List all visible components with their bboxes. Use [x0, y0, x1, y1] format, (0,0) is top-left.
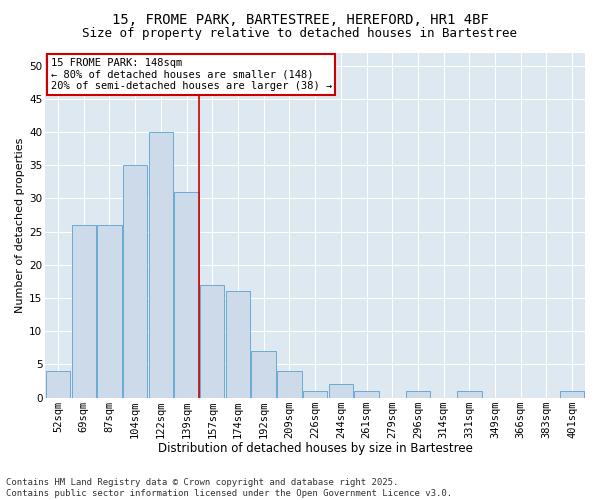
Bar [175, 192, 199, 398]
Bar [71, 225, 96, 398]
Bar [354, 391, 379, 398]
Bar [200, 284, 224, 398]
Bar [251, 351, 276, 398]
Bar [457, 391, 482, 398]
Bar [226, 292, 250, 398]
Bar [46, 371, 70, 398]
Text: Contains HM Land Registry data © Crown copyright and database right 2025.
Contai: Contains HM Land Registry data © Crown c… [6, 478, 452, 498]
Bar [277, 371, 302, 398]
Bar [329, 384, 353, 398]
Bar [149, 132, 173, 398]
Bar [123, 166, 148, 398]
Bar [560, 391, 584, 398]
Bar [406, 391, 430, 398]
Bar [303, 391, 328, 398]
Bar [97, 225, 122, 398]
Text: 15 FROME PARK: 148sqm
← 80% of detached houses are smaller (148)
20% of semi-det: 15 FROME PARK: 148sqm ← 80% of detached … [50, 58, 332, 91]
X-axis label: Distribution of detached houses by size in Bartestree: Distribution of detached houses by size … [158, 442, 473, 455]
Y-axis label: Number of detached properties: Number of detached properties [15, 138, 25, 312]
Text: Size of property relative to detached houses in Bartestree: Size of property relative to detached ho… [83, 28, 517, 40]
Text: 15, FROME PARK, BARTESTREE, HEREFORD, HR1 4BF: 15, FROME PARK, BARTESTREE, HEREFORD, HR… [112, 12, 488, 26]
